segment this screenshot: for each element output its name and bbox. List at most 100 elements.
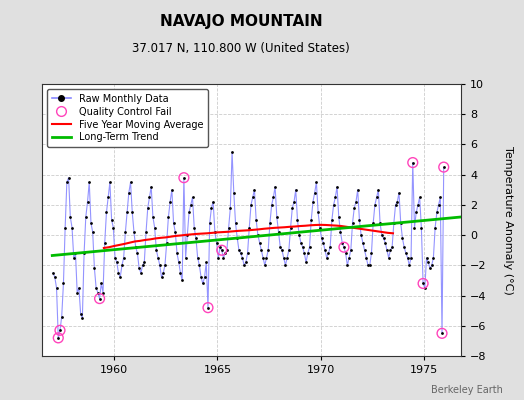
- Point: [149, 214, 157, 220]
- Point: [240, 262, 248, 268]
- Point: [192, 235, 200, 241]
- Point: [312, 179, 321, 186]
- Point: [271, 184, 279, 190]
- Point: [235, 247, 243, 254]
- Point: [54, 335, 62, 341]
- Point: [421, 285, 429, 291]
- Point: [132, 244, 140, 250]
- Point: [250, 186, 259, 193]
- Point: [51, 274, 59, 281]
- Point: [66, 214, 74, 220]
- Point: [369, 220, 377, 226]
- Point: [300, 250, 309, 256]
- Point: [440, 164, 448, 170]
- Point: [434, 202, 443, 208]
- Legend: Raw Monthly Data, Quality Control Fail, Five Year Moving Average, Long-Term Tren: Raw Monthly Data, Quality Control Fail, …: [47, 89, 208, 147]
- Point: [209, 199, 217, 205]
- Point: [302, 259, 310, 266]
- Point: [200, 274, 209, 281]
- Point: [178, 277, 187, 284]
- Point: [409, 159, 417, 166]
- Point: [379, 235, 388, 241]
- Point: [157, 274, 166, 281]
- Point: [164, 214, 172, 220]
- Point: [266, 220, 274, 226]
- Point: [113, 259, 121, 266]
- Point: [245, 224, 254, 231]
- Point: [269, 194, 278, 200]
- Point: [190, 224, 199, 231]
- Point: [183, 232, 192, 238]
- Point: [328, 217, 336, 223]
- Point: [340, 244, 348, 250]
- Point: [275, 229, 283, 235]
- Point: [95, 295, 104, 302]
- Point: [188, 194, 196, 200]
- Point: [297, 240, 305, 246]
- Point: [156, 262, 164, 268]
- Point: [370, 202, 379, 208]
- Point: [330, 202, 338, 208]
- Point: [226, 205, 235, 211]
- Point: [281, 262, 290, 268]
- Point: [260, 262, 269, 268]
- Point: [181, 254, 190, 261]
- Point: [342, 250, 350, 256]
- Point: [242, 259, 250, 266]
- Point: [348, 220, 357, 226]
- Point: [287, 224, 295, 231]
- Point: [438, 330, 446, 336]
- Point: [202, 259, 211, 266]
- Point: [331, 194, 340, 200]
- Point: [142, 229, 150, 235]
- Point: [424, 259, 432, 266]
- Point: [403, 254, 412, 261]
- Point: [307, 217, 315, 223]
- Point: [378, 232, 386, 238]
- Point: [314, 209, 322, 216]
- Point: [166, 199, 174, 205]
- Point: [345, 254, 353, 261]
- Point: [367, 250, 376, 256]
- Point: [197, 274, 205, 281]
- Point: [397, 220, 405, 226]
- Point: [257, 247, 266, 254]
- Point: [104, 194, 112, 200]
- Point: [376, 220, 384, 226]
- Point: [391, 202, 400, 208]
- Point: [417, 224, 425, 231]
- Point: [54, 335, 62, 341]
- Point: [221, 250, 230, 256]
- Point: [288, 205, 297, 211]
- Point: [326, 244, 334, 250]
- Point: [154, 254, 162, 261]
- Point: [56, 327, 64, 334]
- Point: [350, 205, 358, 211]
- Point: [414, 202, 422, 208]
- Point: [321, 247, 329, 254]
- Point: [390, 220, 398, 226]
- Point: [138, 262, 147, 268]
- Point: [290, 199, 298, 205]
- Point: [106, 179, 114, 186]
- Point: [119, 254, 128, 261]
- Point: [303, 250, 312, 256]
- Point: [75, 285, 83, 291]
- Point: [85, 179, 93, 186]
- Point: [386, 247, 395, 254]
- Point: [185, 209, 193, 216]
- Point: [159, 270, 168, 276]
- Point: [180, 174, 188, 181]
- Point: [176, 270, 184, 276]
- Point: [343, 262, 352, 268]
- Point: [426, 265, 434, 272]
- Point: [219, 254, 227, 261]
- Point: [276, 244, 285, 250]
- Point: [346, 247, 355, 254]
- Point: [398, 235, 407, 241]
- Point: [97, 280, 105, 287]
- Point: [82, 214, 90, 220]
- Point: [373, 194, 381, 200]
- Point: [324, 250, 333, 256]
- Point: [61, 224, 69, 231]
